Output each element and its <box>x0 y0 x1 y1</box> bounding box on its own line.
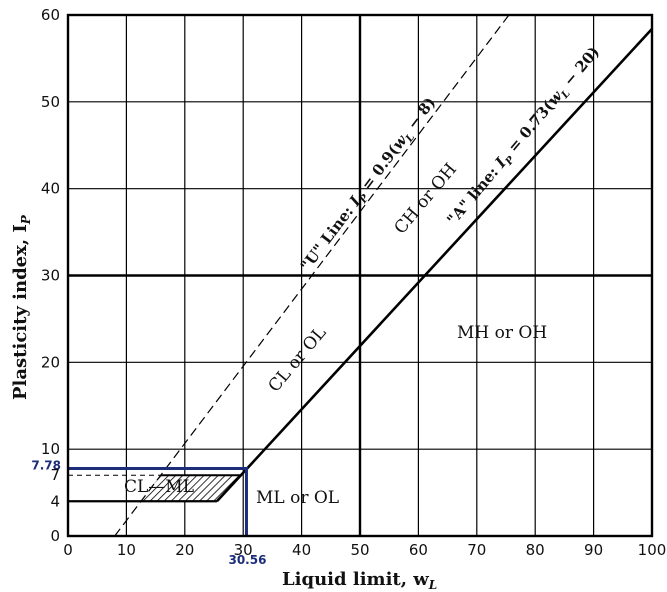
zone-label-mh-oh: MH or OH <box>457 323 547 343</box>
y-tick-label-60: 60 <box>41 6 60 24</box>
x-tick-label-50: 50 <box>350 541 369 559</box>
cl-ml-hatched-zone <box>138 475 241 502</box>
a-line-label: "A" line: IP = 0.73(wL − 20) <box>443 43 605 231</box>
x-axis-title: Liquid limit, wL <box>282 569 437 592</box>
y-tick-label-0: 0 <box>50 527 60 545</box>
zone-label-ml-ol: ML or OL <box>256 488 339 508</box>
x-tick-label-30: 30 <box>234 541 253 559</box>
cl-ml-zone-layer <box>68 474 241 503</box>
a-line <box>215 28 653 503</box>
zone-label-cl-ml: CL—ML <box>124 477 194 497</box>
x-tick-label-60: 60 <box>409 541 428 559</box>
x-tick-label-40: 40 <box>292 541 311 559</box>
x-tick-label-20: 20 <box>175 541 194 559</box>
plot-frame <box>66 13 654 538</box>
marker-y-label: 7.78 <box>31 458 61 472</box>
u-line-label: "U" Line: IP = 0.9(wL − 8) <box>297 94 442 276</box>
x-tick-label-80: 80 <box>526 541 545 559</box>
x-tick-label-100: 100 <box>638 541 667 559</box>
x-tick-label-10: 10 <box>117 541 136 559</box>
x-tick-label-70: 70 <box>467 541 486 559</box>
y-tick-label-20: 20 <box>41 353 60 371</box>
y-tick-label-10: 10 <box>41 440 60 458</box>
y-axis-title: Plasticity index, IP <box>10 214 33 400</box>
marker-box <box>68 466 248 536</box>
y-tick-label-50: 50 <box>41 93 60 111</box>
y-tick-label-40: 40 <box>41 180 60 198</box>
y-tick-label-30: 30 <box>41 267 60 285</box>
marker-x-label: 30.56 <box>228 553 266 567</box>
u-line <box>114 14 510 537</box>
x-tick-label-0: 0 <box>63 541 73 559</box>
marker-layer: 7.78 30.56 <box>31 458 266 567</box>
x-tick-label-90: 90 <box>584 541 603 559</box>
y-tick-label-7: 7 <box>50 466 60 484</box>
zone-label-ch-oh: CH or OH <box>391 160 461 239</box>
series-layer <box>114 14 653 537</box>
plot-frame-rect <box>66 13 654 538</box>
zone-label-cl-ol: CL or OL <box>265 323 331 396</box>
tick-labels: 0 10 20 30 40 50 60 70 80 90 100 0 4 7 10 20 30 40 50 60 <box>41 6 666 559</box>
y-tick-label-4: 4 <box>50 492 60 510</box>
